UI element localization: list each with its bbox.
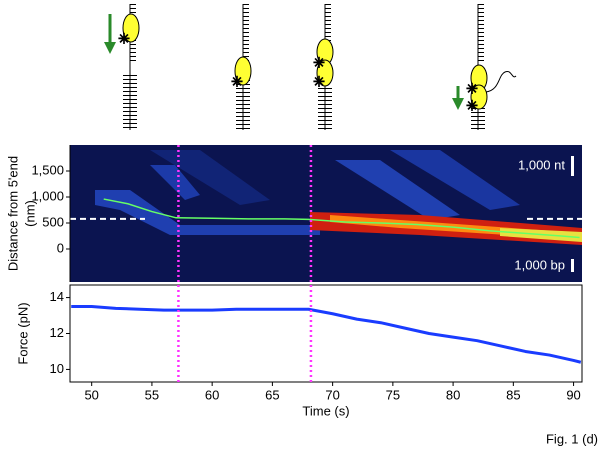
annotation: 1,000 bp: [514, 257, 565, 272]
x-tick-label: 90: [566, 387, 580, 402]
svg-text:✳: ✳: [466, 98, 478, 114]
trace: [103, 198, 580, 239]
x-tick-label: 85: [506, 387, 520, 402]
x-axis-label: Time (s): [302, 403, 349, 418]
x-tick-label: 65: [265, 387, 279, 402]
y-axis-label: (nm): [22, 200, 37, 227]
force-line: [71, 305, 582, 364]
y-tick-label: 1,000: [31, 188, 64, 203]
plot-frame: [69, 284, 583, 383]
caption: Fig. 1 (d): [546, 431, 598, 446]
svg-text:✳: ✳: [313, 74, 325, 90]
x-tick-label: 55: [145, 387, 159, 402]
state-4: ✳ ✳: [452, 4, 517, 130]
schematic: ✳ ✳ ✳ ✳ ✳ ✳: [104, 4, 517, 130]
y-tick-label: 10: [50, 361, 64, 376]
x-tick-label: 60: [205, 387, 219, 402]
y-tick-label: 500: [42, 214, 64, 229]
y-tick-label: 0: [57, 240, 64, 255]
state-3: ✳ ✳: [313, 4, 334, 130]
svg-text:✳: ✳: [466, 81, 478, 97]
y-axis-label: Distance from 5'end: [5, 156, 20, 271]
svg-text:✳: ✳: [313, 55, 325, 71]
x-tick-label: 50: [84, 387, 98, 402]
y-tick-label: 14: [50, 289, 64, 304]
annotation: 1,000 nt: [518, 157, 565, 172]
state-2: ✳: [231, 4, 252, 130]
x-tick-label: 80: [446, 387, 460, 402]
state-1: ✳: [104, 4, 140, 130]
y-axis-label: Force (pN): [15, 302, 30, 364]
x-tick-label: 75: [386, 387, 400, 402]
kymograph-image: [70, 145, 582, 282]
y-tick-label: 12: [50, 325, 64, 340]
x-tick-label: 70: [325, 387, 339, 402]
svg-text:✳: ✳: [118, 31, 130, 47]
y-tick-label: 1,500: [31, 162, 64, 177]
svg-text:✳: ✳: [231, 74, 243, 90]
